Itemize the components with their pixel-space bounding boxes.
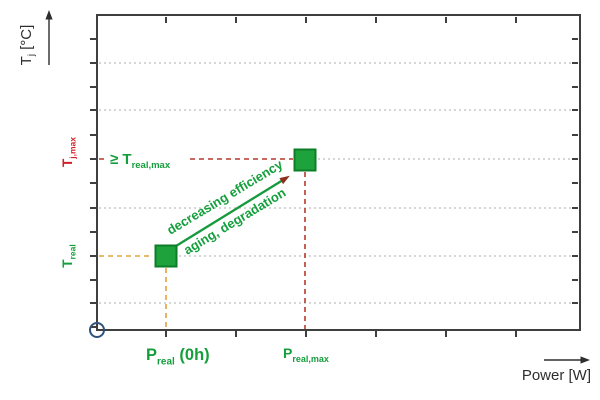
preal-0h-sub: real [157, 357, 175, 368]
y-axis-arrow-icon [45, 10, 53, 20]
preal-max-main: P [283, 345, 292, 361]
x-axis-arrow-icon [580, 356, 590, 364]
y-axis-label-unit: [°C] [18, 25, 35, 54]
treal-sub: real [68, 244, 78, 259]
origin-circle-icon [89, 322, 105, 338]
preal-0h-suffix: (0h) [175, 346, 210, 364]
axis-ticks [90, 17, 578, 337]
preal-max-sub: real,max [292, 354, 329, 364]
y-axis-label: Tj [°C] [18, 25, 37, 66]
tjmax-sub: j,max [68, 137, 78, 160]
treal-label: Treal [60, 244, 78, 267]
geq-trealmax-label: ≥ Treal,max [110, 151, 171, 171]
preal-max-label: Preal,max [283, 345, 329, 364]
trend-arrow-line [175, 178, 284, 248]
trend-arrow-head-icon [279, 175, 290, 185]
treal-main: T [60, 259, 75, 268]
data-point-initial [154, 244, 178, 268]
geq-trealmax-sub: real,max [132, 160, 171, 171]
geq-trealmax-main: ≥ T [110, 151, 132, 168]
plot-area [96, 14, 581, 331]
y-axis-label-sub: j [26, 54, 37, 57]
tjmax-label: Tj,max [60, 137, 78, 167]
data-point-aged [293, 148, 317, 172]
preal-0h-label: Preal (0h) [146, 346, 210, 368]
gridlines [99, 62, 578, 304]
y-axis-label-main: T [18, 56, 35, 65]
x-axis-label: Power [W] [522, 367, 591, 384]
tjmax-main: T [60, 158, 75, 167]
preal-0h-main: P [146, 346, 157, 364]
